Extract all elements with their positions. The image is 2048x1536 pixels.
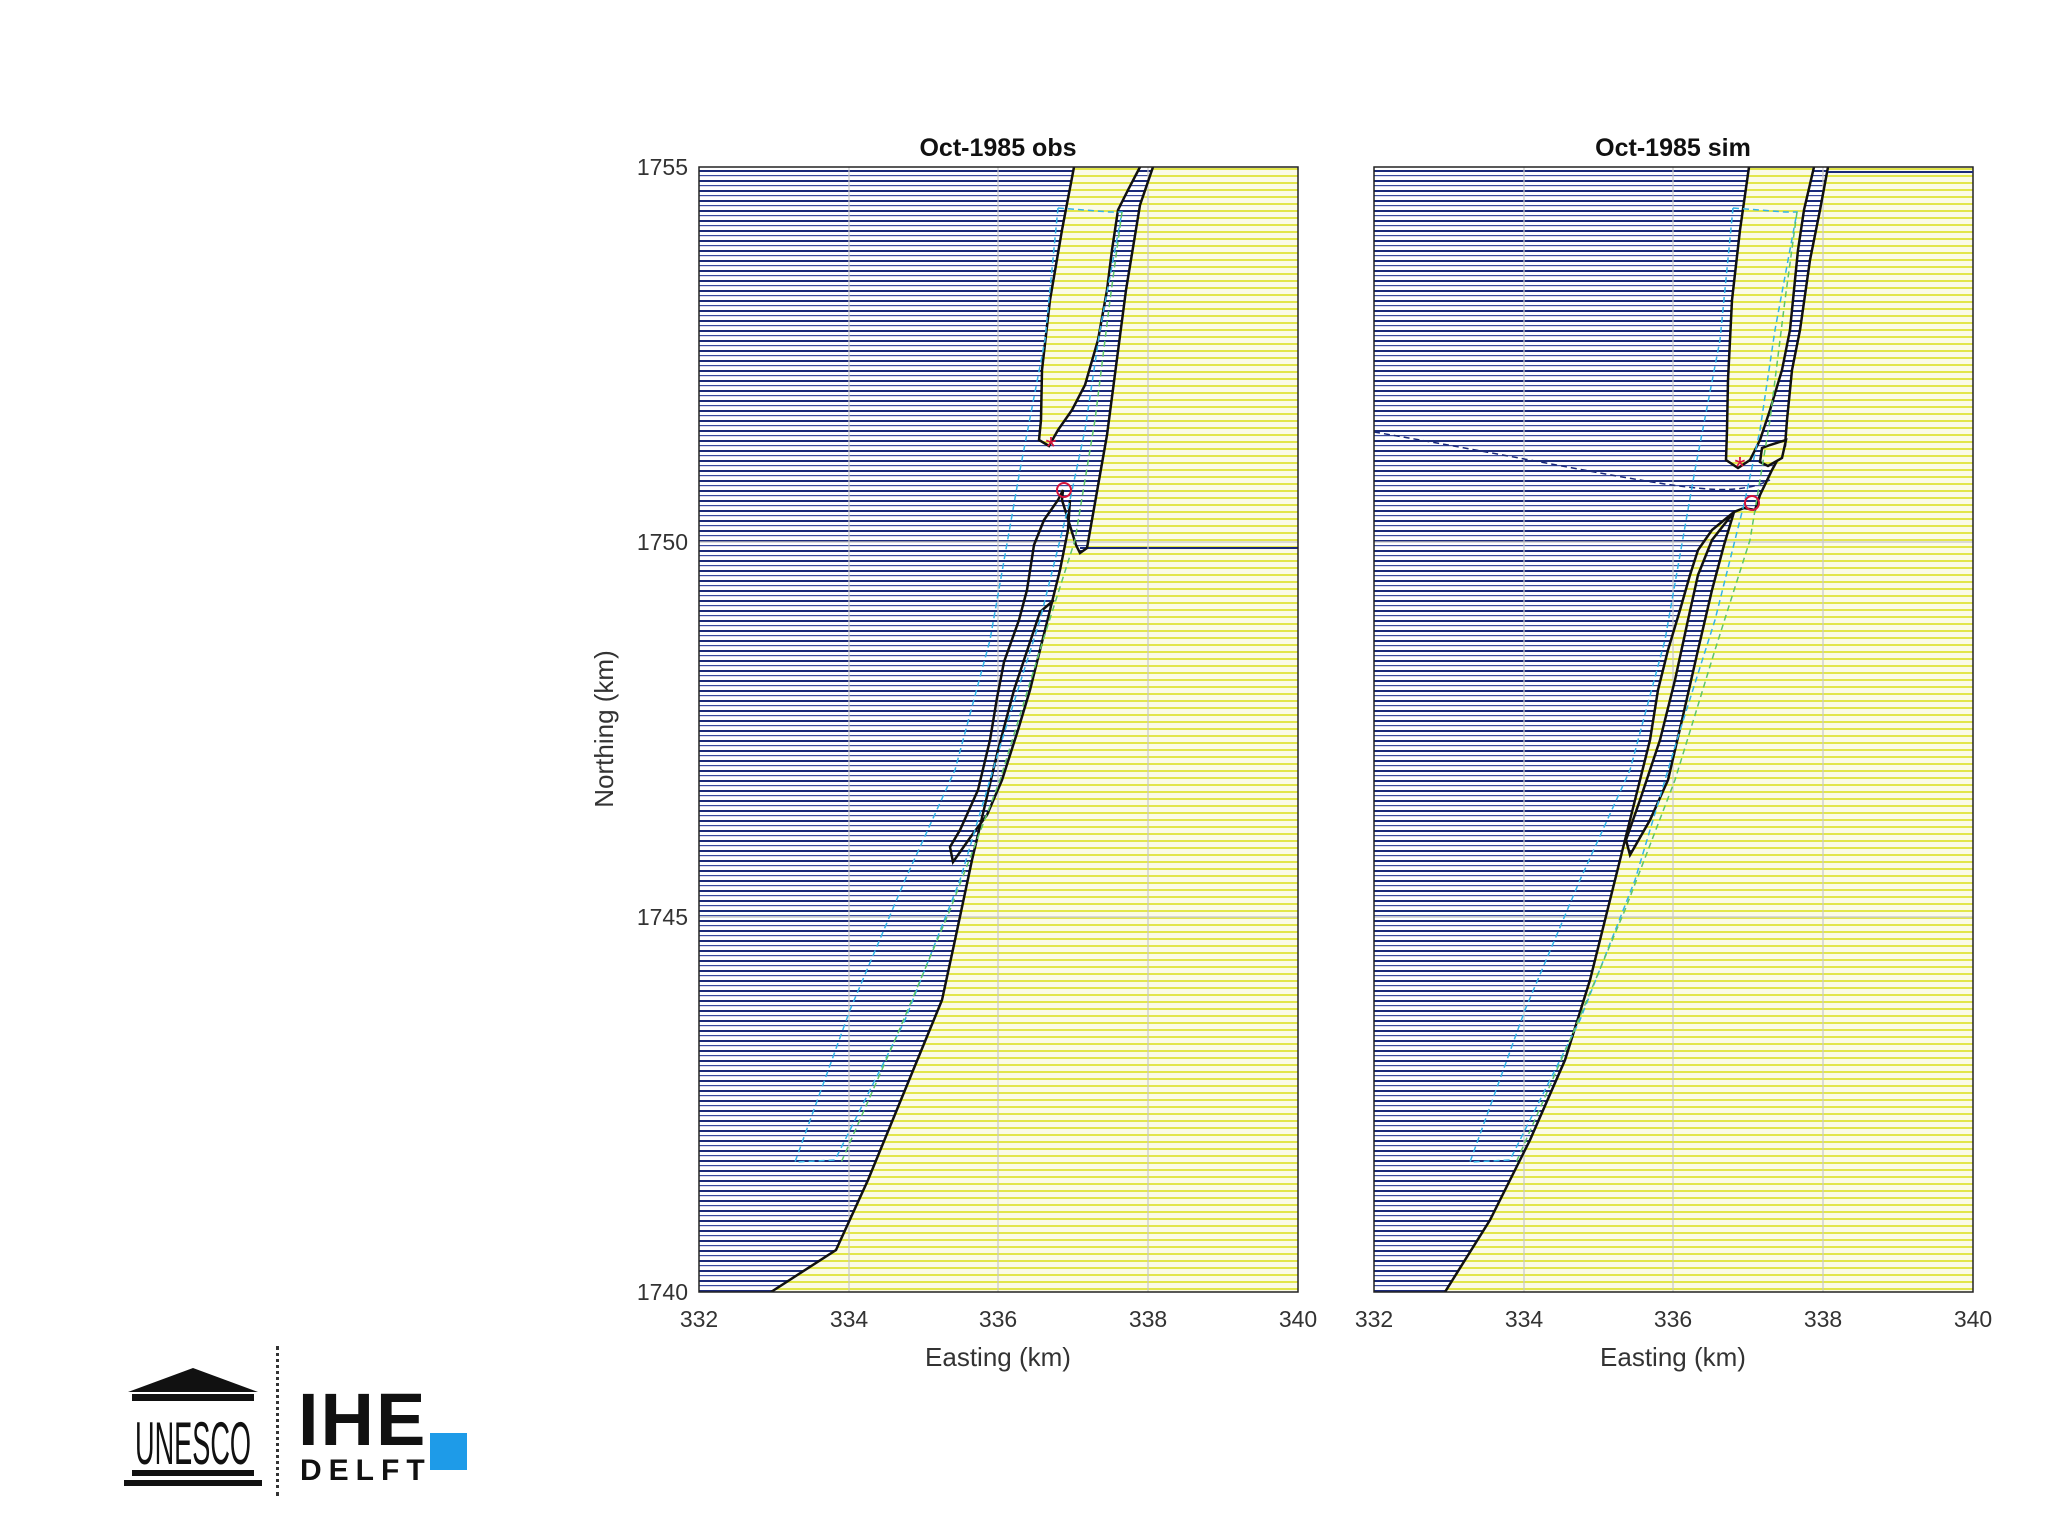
y-tick-label: 1755 xyxy=(637,154,688,180)
axes-box xyxy=(1373,166,1974,1293)
x-tick-label: 334 xyxy=(1505,1306,1544,1332)
x-tick-label: 336 xyxy=(979,1306,1017,1332)
unesco-temple-icon: UNESCO xyxy=(124,1368,262,1486)
ihe-text: IHE xyxy=(298,1378,428,1461)
x-tick-label: 336 xyxy=(1654,1306,1692,1332)
ihe-blue-square xyxy=(430,1433,467,1470)
grid-lines xyxy=(699,167,1298,1292)
y-ticks: 1740 1745 1750 1755 xyxy=(637,154,688,1305)
star-marker: * xyxy=(1735,451,1746,482)
x-tick-label: 338 xyxy=(1129,1306,1167,1332)
x-ticks: 332 334 336 338 340 xyxy=(680,1306,1317,1332)
x-axis-label: Easting (km) xyxy=(1600,1342,1746,1372)
x-tick-label: 334 xyxy=(830,1306,869,1332)
chart-title: Oct-1985 sim xyxy=(1595,134,1751,162)
coastline xyxy=(770,167,1155,1292)
y-tick-label: 1740 xyxy=(637,1279,688,1305)
circle-marker xyxy=(1056,482,1072,498)
y-tick-label: 1745 xyxy=(637,904,688,930)
inlet-island xyxy=(1758,438,1788,468)
sea-area xyxy=(1374,167,1828,1292)
markers: * xyxy=(1735,451,1760,511)
x-tick-label: 338 xyxy=(1804,1306,1842,1332)
axes-box xyxy=(698,166,1299,1293)
lagoon-outline xyxy=(1624,511,1736,859)
chart-title: Oct-1985 obs xyxy=(919,134,1076,162)
unesco-text: UNESCO xyxy=(135,1410,251,1477)
markers: * xyxy=(1046,431,1072,498)
panel-obs: * Oct-1985 obs 332 334 336 338 340 1740 … xyxy=(589,134,1317,1372)
spit xyxy=(1039,167,1140,446)
panel-sim: * Oct-1985 sim 332 334 336 338 340 Easti… xyxy=(1355,134,1992,1372)
ihe-unesco-logo: UNESCO IHE DELFT xyxy=(118,1340,478,1500)
lagoon xyxy=(950,490,1070,862)
x-tick-label: 332 xyxy=(680,1306,718,1332)
y-axis-label: Northing (km) xyxy=(589,650,619,807)
cyan-dashed-line xyxy=(793,207,1123,1163)
x-tick-label: 340 xyxy=(1279,1306,1317,1332)
star-marker: * xyxy=(1046,431,1057,462)
x-tick-label: 332 xyxy=(1355,1306,1393,1332)
cyan-dashed-line xyxy=(1468,207,1798,1163)
x-ticks: 332 334 336 338 340 xyxy=(1355,1306,1992,1332)
delft-text: DELFT xyxy=(300,1454,432,1487)
y-tick-label: 1750 xyxy=(637,529,688,555)
x-axis-label: Easting (km) xyxy=(925,1342,1071,1372)
x-tick-label: 340 xyxy=(1954,1306,1992,1332)
channel-dashed-line xyxy=(1374,431,1771,491)
sea-area xyxy=(699,167,1153,1292)
grid-lines xyxy=(1374,167,1973,1292)
circle-marker xyxy=(1744,495,1760,511)
logo-divider xyxy=(276,1346,279,1496)
